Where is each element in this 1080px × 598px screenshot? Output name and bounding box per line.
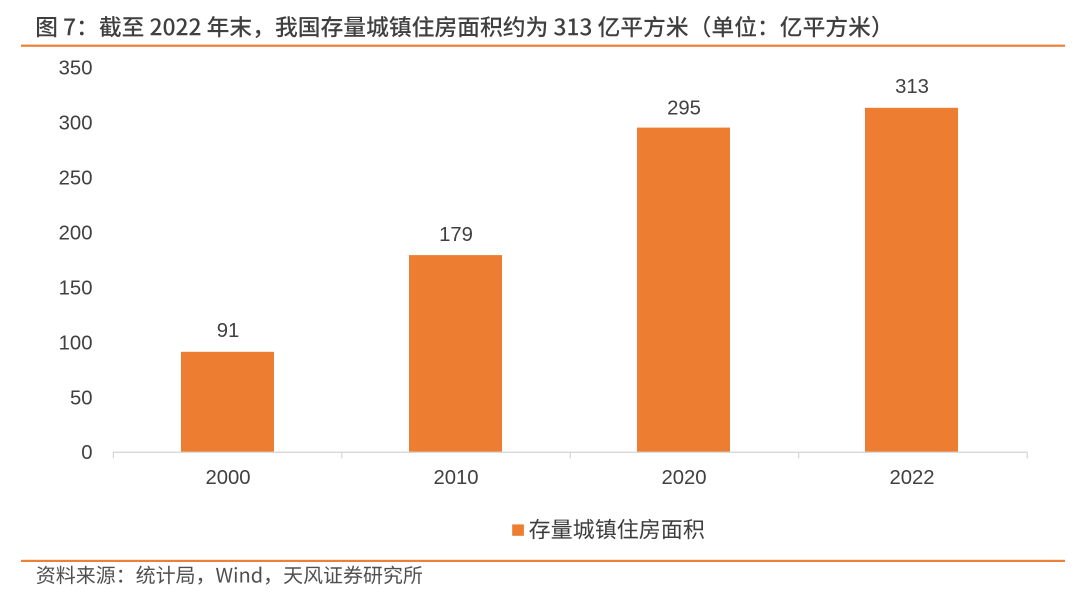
svg-text:91: 91	[217, 320, 240, 342]
svg-text:100: 100	[59, 332, 93, 354]
svg-text:179: 179	[439, 224, 473, 246]
svg-text:50: 50	[70, 387, 93, 409]
svg-text:300: 300	[59, 113, 93, 135]
svg-text:150: 150	[59, 277, 93, 299]
svg-text:295: 295	[667, 97, 701, 119]
svg-text:350: 350	[59, 58, 93, 80]
svg-text:2000: 2000	[205, 467, 250, 489]
svg-text:2020: 2020	[661, 467, 706, 489]
svg-text:250: 250	[59, 168, 93, 190]
svg-text:2022: 2022	[889, 467, 934, 489]
svg-text:0: 0	[81, 442, 92, 464]
svg-text:313: 313	[895, 76, 929, 98]
svg-text:2010: 2010	[433, 467, 478, 489]
svg-text:200: 200	[59, 223, 93, 245]
